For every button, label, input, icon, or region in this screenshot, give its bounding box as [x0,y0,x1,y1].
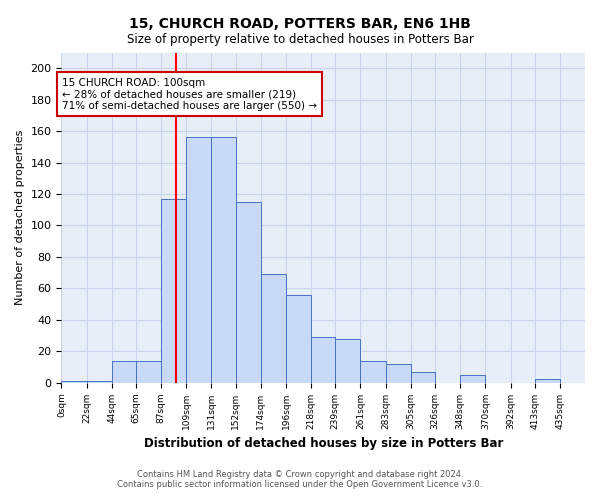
Bar [112,360,136,382]
Text: 15 CHURCH ROAD: 100sqm
← 28% of detached houses are smaller (219)
71% of semi-de: 15 CHURCH ROAD: 100sqm ← 28% of detached… [62,78,317,111]
Bar [311,337,335,382]
Bar [261,274,286,382]
Text: Size of property relative to detached houses in Potters Bar: Size of property relative to detached ho… [127,32,473,46]
Bar [535,380,560,382]
Bar [335,338,361,382]
Y-axis label: Number of detached properties: Number of detached properties [15,130,25,305]
Bar [161,198,186,382]
Bar [361,360,386,382]
Bar [136,360,161,382]
X-axis label: Distribution of detached houses by size in Potters Bar: Distribution of detached houses by size … [143,437,503,450]
Bar [186,138,211,382]
Bar [211,138,236,382]
Bar [61,381,86,382]
Bar [411,372,435,382]
Bar [286,294,311,382]
Bar [386,364,411,382]
Text: 15, CHURCH ROAD, POTTERS BAR, EN6 1HB: 15, CHURCH ROAD, POTTERS BAR, EN6 1HB [129,18,471,32]
Bar [236,202,261,382]
Bar [460,374,485,382]
Text: Contains HM Land Registry data © Crown copyright and database right 2024.
Contai: Contains HM Land Registry data © Crown c… [118,470,482,489]
Bar [86,381,112,382]
